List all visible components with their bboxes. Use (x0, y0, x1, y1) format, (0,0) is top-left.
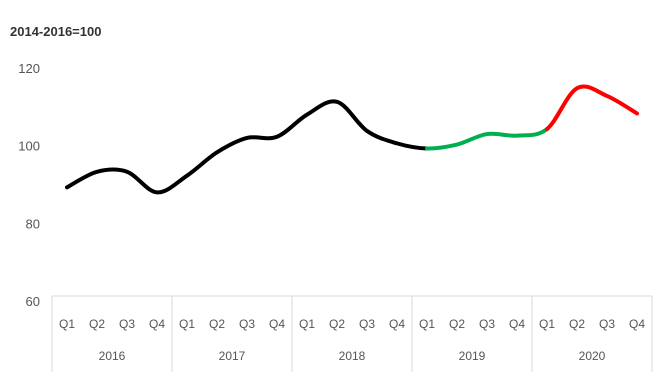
y-tick-label: 120 (18, 61, 40, 76)
quarter-tick-label: Q1 (59, 317, 75, 331)
series-line-segment (545, 84, 639, 132)
quarter-tick-label: Q2 (209, 317, 225, 331)
series-line-segment (65, 99, 429, 195)
y-tick-label: 80 (26, 216, 40, 231)
quarter-tick-label: Q2 (329, 317, 345, 331)
quarter-tick-label: Q1 (419, 317, 435, 331)
quarter-tick-label: Q1 (539, 317, 555, 331)
year-label: 2019 (459, 349, 486, 363)
quarter-tick-label: Q1 (299, 317, 315, 331)
year-label: 2020 (579, 349, 606, 363)
quarter-tick-label: Q4 (269, 317, 285, 331)
quarter-tick-label: Q2 (449, 317, 465, 331)
quarter-tick-label: Q4 (149, 317, 165, 331)
quarter-tick-label: Q2 (569, 317, 585, 331)
quarter-tick-label: Q3 (599, 317, 615, 331)
quarter-tick-label: Q4 (389, 317, 405, 331)
quarter-tick-label: Q3 (479, 317, 495, 331)
year-label: 2016 (99, 349, 126, 363)
quarter-tick-label: Q4 (629, 317, 645, 331)
series-line-segment (425, 127, 549, 151)
y-axis: 60 80 100 120 (18, 61, 40, 309)
quarter-tick-label: Q2 (89, 317, 105, 331)
quarter-tick-label: Q3 (119, 317, 135, 331)
y-tick-label: 60 (26, 294, 40, 309)
y-tick-label: 100 (18, 139, 40, 154)
quarter-tick-label: Q1 (179, 317, 195, 331)
x-axis: Q1 Q2 Q3 Q4 Q1 Q2 Q3 Q4 Q1 Q2 Q3 Q4 Q1 Q2 Q3 Q4 Q1 Q2 Q3 Q4… (51, 295, 653, 372)
year-label: 2017 (219, 349, 246, 363)
quarter-tick-label: Q3 (239, 317, 255, 331)
series-lines (65, 84, 639, 195)
quarter-tick-label: Q4 (509, 317, 525, 331)
quarter-tick-label: Q3 (359, 317, 375, 331)
year-label: 2018 (339, 349, 366, 363)
unit-label: 2014-2016=100 (10, 24, 101, 39)
